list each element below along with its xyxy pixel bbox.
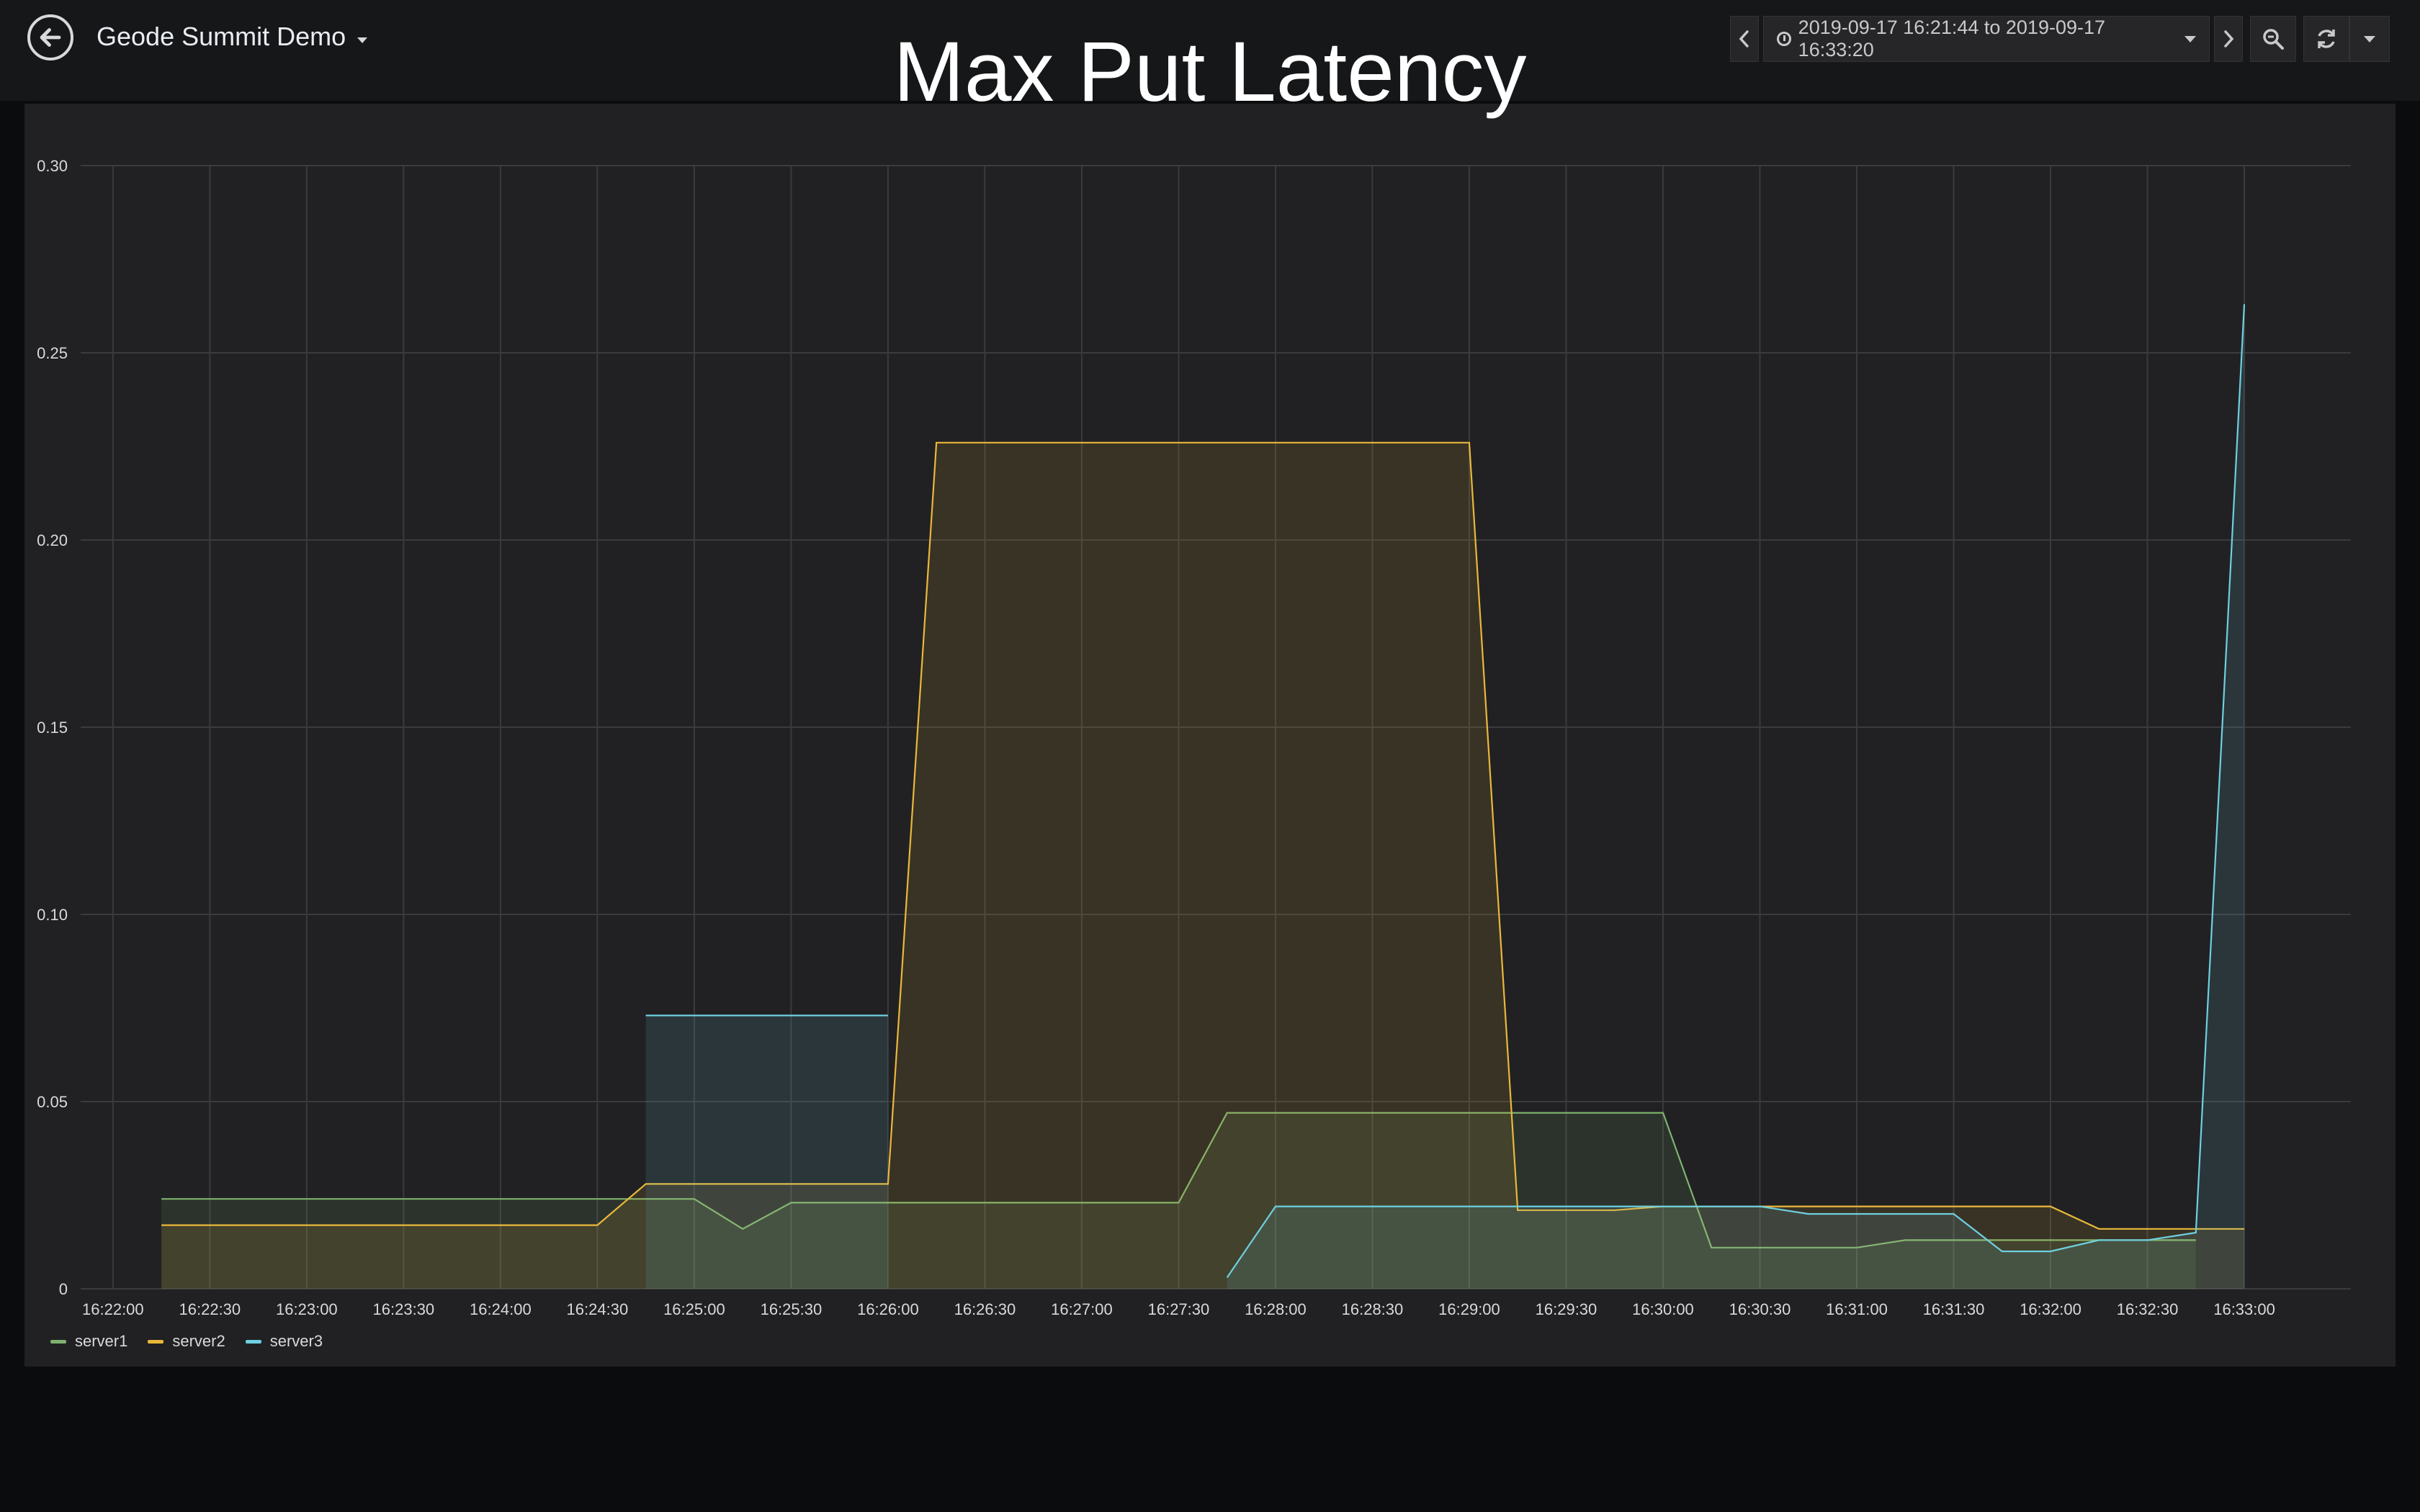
x-tick-label: 16:30:00 bbox=[1632, 1300, 1694, 1318]
x-tick-label: 16:31:30 bbox=[1923, 1300, 1985, 1318]
x-tick-label: 16:22:00 bbox=[82, 1300, 144, 1318]
x-tick-label: 16:25:30 bbox=[761, 1300, 823, 1318]
server3-line bbox=[1226, 304, 2246, 1279]
y-tick-label: 0.05 bbox=[37, 1093, 68, 1111]
refresh-button[interactable] bbox=[2303, 16, 2349, 62]
x-tick-label: 16:26:00 bbox=[857, 1300, 919, 1318]
dashboard-title: Geode Summit Demo bbox=[97, 22, 346, 51]
server3-area bbox=[645, 1015, 888, 1289]
zoom-out-button[interactable] bbox=[2250, 16, 2296, 62]
legend-item-server2[interactable]: server2 bbox=[148, 1332, 225, 1351]
graph-panel: 0 0.05 0.10 0.15 0.20 0.25 0.30 16:22:00 16:22:3… bbox=[24, 104, 2396, 1367]
y-tick-label: 0.10 bbox=[37, 906, 68, 924]
caret-down-icon bbox=[357, 37, 368, 43]
server1-line bbox=[161, 1112, 2196, 1248]
arrow-left-icon bbox=[40, 28, 61, 47]
y-tick-label: 0.20 bbox=[37, 531, 68, 549]
clock-icon bbox=[1777, 32, 1791, 46]
caret-down-icon bbox=[2184, 35, 2196, 42]
time-shift-forward-button[interactable] bbox=[2214, 16, 2243, 62]
y-tick-label: 0.25 bbox=[37, 344, 68, 362]
legend-label: server3 bbox=[269, 1332, 323, 1350]
time-shift-back-button[interactable] bbox=[1730, 16, 1759, 62]
legend-swatch bbox=[50, 1339, 66, 1344]
chevron-right-icon bbox=[2224, 30, 2234, 48]
dashboard-title-dropdown[interactable]: Geode Summit Demo bbox=[97, 22, 368, 52]
legend-swatch bbox=[245, 1339, 261, 1344]
y-tick-label: 0.15 bbox=[37, 719, 68, 737]
panel-title: Max Put Latency bbox=[893, 24, 1527, 120]
x-tick-label: 16:27:00 bbox=[1051, 1300, 1113, 1318]
x-tick-label: 16:31:00 bbox=[1826, 1300, 1888, 1318]
latency-chart[interactable]: 0 0.05 0.10 0.15 0.20 0.25 0.30 16:22:00 16:22:3… bbox=[24, 104, 2396, 1367]
legend-swatch bbox=[148, 1339, 164, 1344]
time-range-picker[interactable]: 2019-09-17 16:21:44 to 2019-09-17 16:33:… bbox=[1763, 16, 2210, 62]
refresh-icon bbox=[2318, 30, 2335, 48]
top-navbar: Geode Summit Demo 2019-09-17 16:21:44 to… bbox=[0, 0, 2420, 101]
x-tick-label: 16:25:00 bbox=[663, 1300, 725, 1318]
legend-label: server2 bbox=[172, 1332, 225, 1350]
server2-line bbox=[161, 441, 2245, 1230]
caret-down-icon bbox=[2364, 35, 2375, 42]
x-tick-label: 16:32:30 bbox=[2117, 1300, 2179, 1318]
y-tick-label: 0.30 bbox=[37, 157, 68, 175]
server1-area bbox=[161, 1112, 2196, 1289]
x-tick-label: 16:29:00 bbox=[1438, 1300, 1500, 1318]
zoom-out-icon bbox=[2263, 29, 2284, 50]
legend-item-server3[interactable]: server3 bbox=[245, 1332, 323, 1351]
time-range-label: 2019-09-17 16:21:44 to 2019-09-17 16:33:… bbox=[1798, 17, 2106, 60]
legend-label: server1 bbox=[75, 1332, 128, 1350]
x-tick-label: 16:26:30 bbox=[954, 1300, 1016, 1318]
chevron-left-icon bbox=[1739, 30, 1749, 48]
chart-legend: server1 server2 server3 bbox=[50, 1332, 323, 1351]
x-tick-label: 16:28:00 bbox=[1245, 1300, 1307, 1318]
x-tick-label: 16:29:30 bbox=[1536, 1300, 1597, 1318]
x-tick-label: 16:24:30 bbox=[567, 1300, 629, 1318]
x-tick-label: 16:24:00 bbox=[470, 1300, 532, 1318]
x-tick-label: 16:33:00 bbox=[2213, 1300, 2275, 1318]
x-tick-label: 16:27:30 bbox=[1148, 1300, 1210, 1318]
legend-item-server1[interactable]: server1 bbox=[50, 1332, 127, 1351]
back-button[interactable] bbox=[27, 14, 73, 60]
server2-area bbox=[161, 442, 2245, 1289]
y-tick-label: 0 bbox=[59, 1280, 68, 1298]
x-tick-label: 16:28:30 bbox=[1342, 1300, 1404, 1318]
x-tick-label: 16:22:30 bbox=[179, 1300, 241, 1318]
x-tick-label: 16:30:30 bbox=[1729, 1300, 1791, 1318]
x-tick-label: 16:32:00 bbox=[2020, 1300, 2081, 1318]
x-tick-label: 16:23:30 bbox=[373, 1300, 435, 1318]
refresh-interval-dropdown[interactable] bbox=[2349, 16, 2390, 62]
x-tick-label: 16:23:00 bbox=[276, 1300, 338, 1318]
